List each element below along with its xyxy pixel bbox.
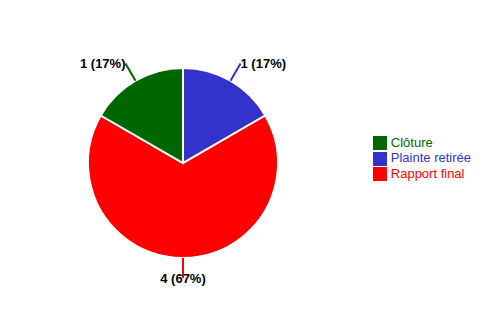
html-text:Rapport final: Rapport final [390,165,465,181]
html-text:Clôture: Clôture [390,134,433,150]
html-text:Plainte retirée: Plainte retirée [390,150,471,166]
svg-text:1 (17%): 1 (17%) [241,56,287,71]
svg-text:4 (67%): 4 (67%) [160,271,206,286]
svg-text:1 (17%): 1 (17%) [80,56,126,71]
